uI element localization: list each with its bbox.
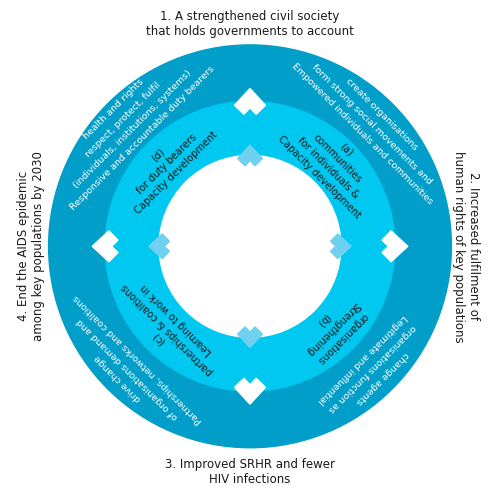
Text: (individuals, institutions, systems): (individuals, institutions, systems) bbox=[72, 68, 194, 190]
Text: create organisations: create organisations bbox=[344, 77, 420, 152]
Text: organisations: organisations bbox=[314, 311, 369, 366]
Text: Learning to work in: Learning to work in bbox=[139, 283, 214, 358]
Circle shape bbox=[48, 45, 452, 448]
Text: drive change: drive change bbox=[93, 353, 143, 404]
Text: health and rights: health and rights bbox=[81, 78, 145, 141]
Text: 3. Improved SRHR and fewer
HIV infections: 3. Improved SRHR and fewer HIV infection… bbox=[165, 457, 335, 486]
Polygon shape bbox=[149, 234, 170, 259]
Text: Strengthening: Strengthening bbox=[304, 300, 362, 358]
Text: communities: communities bbox=[311, 133, 364, 185]
Text: for duty bearers: for duty bearers bbox=[136, 132, 200, 196]
Text: of organisations demand and: of organisations demand and bbox=[76, 316, 180, 421]
Polygon shape bbox=[238, 145, 262, 166]
Polygon shape bbox=[330, 234, 351, 259]
Polygon shape bbox=[238, 327, 262, 347]
Circle shape bbox=[159, 156, 341, 337]
Text: 2. Increased fulfilment of
human rights of key populations: 2. Increased fulfilment of human rights … bbox=[452, 151, 480, 342]
Text: 4. End the AIDS epidemic
among key populations by 2030: 4. End the AIDS epidemic among key popul… bbox=[18, 151, 46, 341]
Text: Capacity development: Capacity development bbox=[133, 129, 220, 216]
Text: Responsive and accountable duty bearers: Responsive and accountable duty bearers bbox=[68, 65, 216, 212]
Text: Empowered individuals and communities: Empowered individuals and communities bbox=[290, 62, 435, 206]
Text: (c): (c) bbox=[150, 330, 166, 346]
Text: 1. A strengthened civil society
that holds governments to account: 1. A strengthened civil society that hol… bbox=[146, 9, 354, 38]
Text: respect, protect, fulfil: respect, protect, fulfil bbox=[84, 80, 162, 159]
Text: (d): (d) bbox=[150, 146, 167, 163]
Circle shape bbox=[105, 101, 395, 391]
Polygon shape bbox=[234, 378, 266, 404]
Polygon shape bbox=[382, 231, 408, 262]
Polygon shape bbox=[234, 88, 266, 114]
Text: for individuals &: for individuals & bbox=[296, 135, 360, 201]
Text: change agents: change agents bbox=[354, 350, 410, 407]
Text: (b): (b) bbox=[315, 312, 332, 329]
Text: (a): (a) bbox=[338, 142, 354, 159]
Text: partnerships & coalitions: partnerships & coalitions bbox=[120, 281, 215, 376]
Text: Legitimate and influential: Legitimate and influential bbox=[316, 313, 409, 405]
Text: Partnerships, networks and coalitions: Partnerships, networks and coalitions bbox=[72, 292, 204, 425]
Polygon shape bbox=[92, 231, 118, 262]
Text: organisations function as: organisations function as bbox=[326, 323, 418, 414]
Text: form strong social movements and: form strong social movements and bbox=[310, 62, 434, 186]
Text: Capacity development: Capacity development bbox=[276, 134, 362, 220]
